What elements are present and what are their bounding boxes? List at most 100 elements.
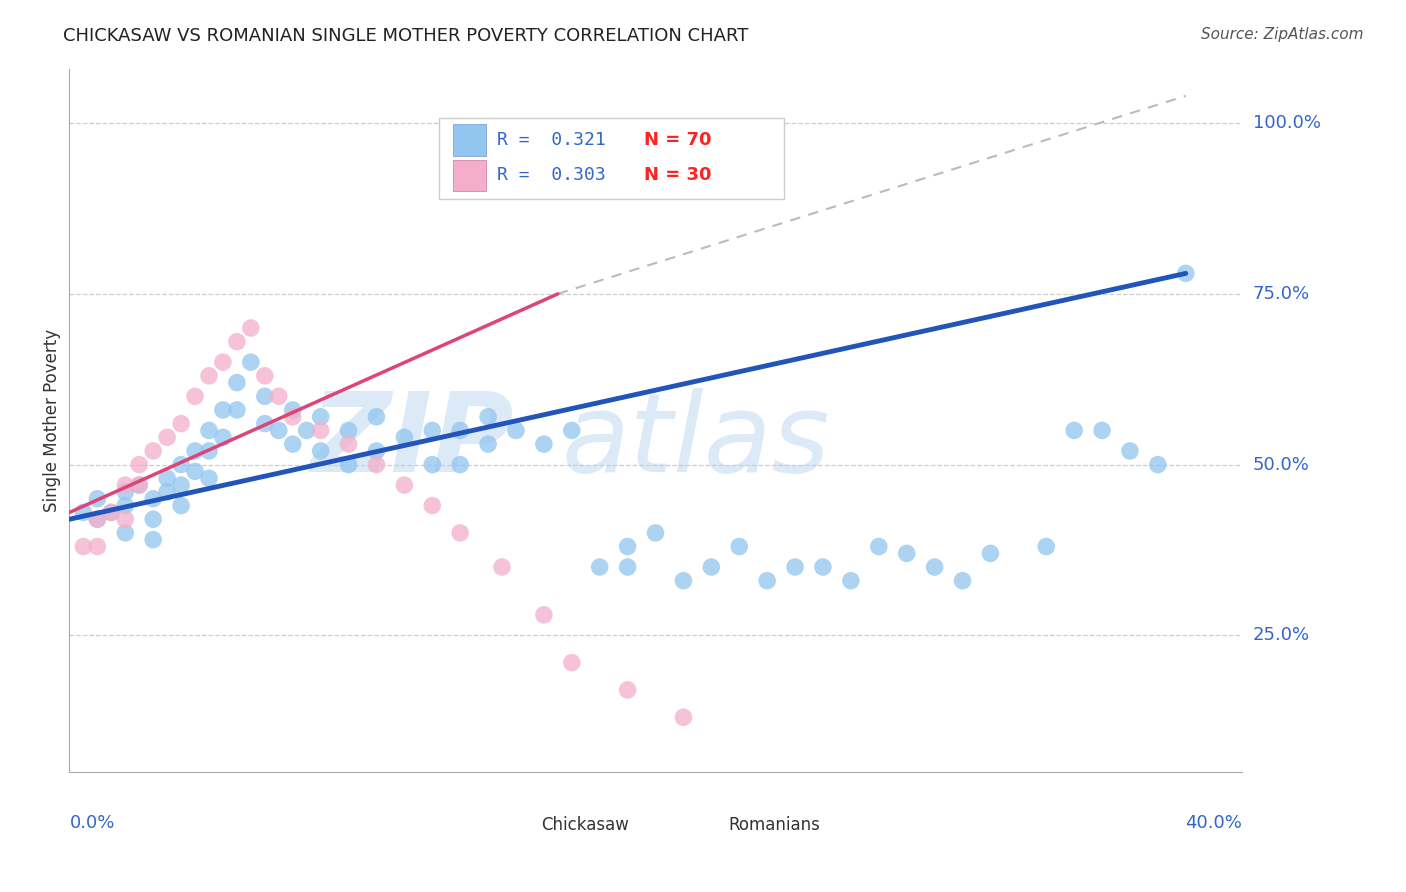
FancyBboxPatch shape: [439, 118, 785, 199]
Point: [449, 458, 471, 472]
Point: [253, 368, 276, 383]
Point: [672, 710, 695, 724]
Point: [156, 471, 179, 485]
Text: 100.0%: 100.0%: [1253, 114, 1320, 132]
Point: [420, 458, 443, 472]
Point: [156, 484, 179, 499]
Point: [267, 424, 290, 438]
Point: [281, 437, 304, 451]
Point: [72, 505, 94, 519]
Point: [616, 682, 638, 697]
Point: [1119, 444, 1142, 458]
Point: [114, 499, 136, 513]
Point: [896, 546, 918, 560]
Text: Source: ZipAtlas.com: Source: ZipAtlas.com: [1201, 27, 1364, 42]
Text: 0.0%: 0.0%: [69, 814, 115, 832]
Point: [142, 444, 165, 458]
Point: [239, 355, 262, 369]
Bar: [453, 160, 485, 191]
Point: [644, 525, 666, 540]
Point: [212, 430, 235, 444]
Point: [86, 512, 108, 526]
Y-axis label: Single Mother Poverty: Single Mother Poverty: [44, 328, 60, 512]
Point: [505, 424, 527, 438]
Point: [198, 368, 221, 383]
Point: [198, 444, 221, 458]
Bar: [503, 813, 529, 837]
Text: 75.0%: 75.0%: [1253, 285, 1310, 303]
Point: [184, 389, 207, 403]
Point: [1147, 458, 1170, 472]
Point: [700, 560, 723, 574]
Point: [295, 424, 318, 438]
Point: [561, 656, 583, 670]
Text: CHICKASAW VS ROMANIAN SINGLE MOTHER POVERTY CORRELATION CHART: CHICKASAW VS ROMANIAN SINGLE MOTHER POVE…: [63, 27, 748, 45]
Point: [589, 560, 612, 574]
Point: [952, 574, 974, 588]
Point: [100, 505, 122, 519]
Point: [142, 512, 165, 526]
Text: 40.0%: 40.0%: [1185, 814, 1241, 832]
Point: [86, 540, 108, 554]
Point: [86, 491, 108, 506]
Point: [309, 444, 332, 458]
Bar: [453, 125, 485, 156]
Point: [1063, 424, 1085, 438]
Point: [114, 484, 136, 499]
Point: [170, 458, 193, 472]
Point: [728, 540, 751, 554]
Point: [337, 424, 360, 438]
Point: [1035, 540, 1057, 554]
Point: [449, 424, 471, 438]
Text: R =  0.303: R = 0.303: [498, 167, 606, 185]
Point: [198, 424, 221, 438]
Point: [142, 533, 165, 547]
Point: [366, 409, 388, 424]
Point: [281, 409, 304, 424]
Point: [616, 540, 638, 554]
Point: [253, 389, 276, 403]
Point: [225, 403, 247, 417]
Point: [225, 376, 247, 390]
Point: [366, 458, 388, 472]
Point: [142, 491, 165, 506]
Point: [491, 560, 513, 574]
Point: [225, 334, 247, 349]
Point: [114, 525, 136, 540]
Point: [672, 574, 695, 588]
Point: [756, 574, 779, 588]
Point: [337, 437, 360, 451]
Point: [337, 458, 360, 472]
Text: Chickasaw: Chickasaw: [541, 815, 628, 834]
Point: [366, 444, 388, 458]
Point: [128, 478, 150, 492]
Point: [170, 417, 193, 431]
Text: atlas: atlas: [562, 388, 831, 495]
Point: [394, 430, 416, 444]
Point: [86, 512, 108, 526]
Point: [156, 430, 179, 444]
Point: [184, 444, 207, 458]
Point: [267, 389, 290, 403]
Point: [616, 560, 638, 574]
Point: [253, 417, 276, 431]
Text: 50.0%: 50.0%: [1253, 456, 1309, 474]
Point: [1091, 424, 1114, 438]
Point: [811, 560, 834, 574]
Point: [170, 478, 193, 492]
Point: [170, 499, 193, 513]
Point: [184, 464, 207, 478]
Point: [72, 540, 94, 554]
Point: [533, 437, 555, 451]
Point: [868, 540, 890, 554]
Point: [1174, 266, 1197, 280]
Text: N = 30: N = 30: [644, 167, 711, 185]
Point: [783, 560, 806, 574]
Point: [309, 409, 332, 424]
Point: [839, 574, 862, 588]
Text: Romanians: Romanians: [728, 815, 820, 834]
Point: [477, 437, 499, 451]
Text: N = 70: N = 70: [644, 131, 711, 149]
Point: [309, 424, 332, 438]
Point: [198, 471, 221, 485]
